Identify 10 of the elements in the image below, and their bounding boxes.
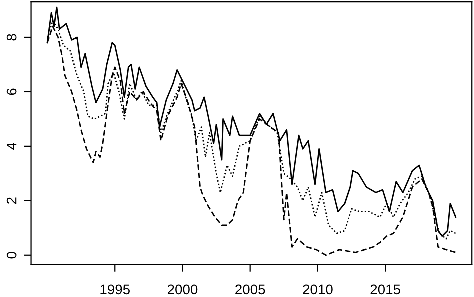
x-tick-label: 1995: [100, 284, 130, 295]
y-tick-label: 0: [6, 252, 17, 259]
y-tick-label: 6: [6, 88, 17, 96]
x-tick-label: 2005: [236, 284, 266, 295]
x-tick-label: 2000: [168, 284, 198, 295]
x-tick-label: 2015: [370, 284, 400, 295]
y-tick-label: 8: [6, 34, 17, 41]
x-tick-label: 2010: [303, 284, 333, 295]
y-tick-label: 4: [7, 142, 17, 150]
y-tick-label: 2: [6, 198, 17, 204]
